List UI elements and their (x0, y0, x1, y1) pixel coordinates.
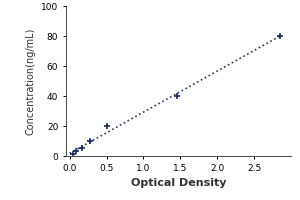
Y-axis label: Concentration(ng/mL): Concentration(ng/mL) (26, 27, 36, 135)
X-axis label: Optical Density: Optical Density (131, 178, 226, 188)
